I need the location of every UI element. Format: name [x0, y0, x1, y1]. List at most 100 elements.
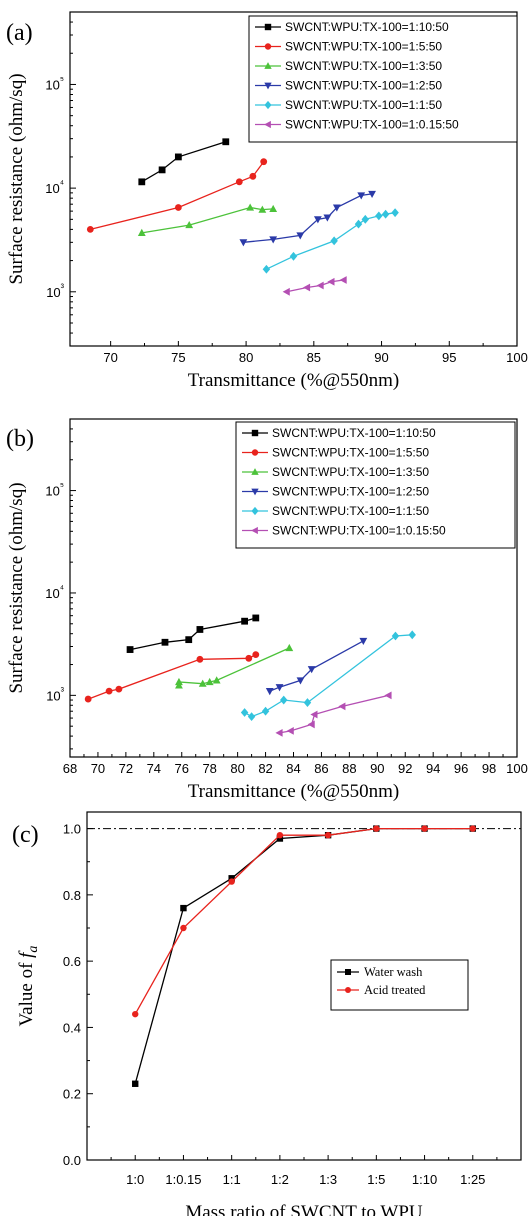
- y-tick-label: 0.4: [63, 1020, 81, 1035]
- data-point: [391, 631, 400, 641]
- data-point: [247, 712, 256, 722]
- x-tick-label: 75: [171, 350, 185, 365]
- x-tick-label: 100: [506, 761, 528, 776]
- data-point: [198, 679, 207, 687]
- data-point: [249, 172, 257, 180]
- data-point: [316, 281, 324, 290]
- x-axis-label: Transmittance (%@550nm): [188, 781, 400, 802]
- y-tick-label: 10⁵: [45, 482, 64, 499]
- legend-entry: SWCNT:WPU:TX-100=1:3:50: [285, 59, 442, 73]
- y-axis-label: Value of fa: [16, 946, 41, 1027]
- data-point: [174, 153, 182, 161]
- data-point: [357, 192, 366, 200]
- legend-entry: SWCNT:WPU:TX-100=1:10:50: [285, 20, 449, 34]
- data-point: [262, 264, 271, 274]
- data-point: [327, 277, 335, 286]
- data-point: [105, 687, 113, 695]
- data-point: [324, 832, 332, 839]
- data-point: [228, 878, 235, 885]
- legend-marker: [264, 120, 271, 129]
- x-axis-label: Mass ratio of SWCNT to WPU: [185, 1202, 423, 1216]
- data-point: [180, 924, 187, 932]
- data-point: [408, 630, 416, 640]
- legend-entry: SWCNT:WPU:TX-100=1:0.15:50: [285, 118, 459, 132]
- data-point: [421, 825, 428, 832]
- data-point: [279, 695, 288, 705]
- data-point: [222, 138, 230, 146]
- legend-marker: [251, 526, 258, 535]
- panel-c-chart: 1:0 1:0.15 1:1 1:2 1:3 1:5 1:10 1:25 0.0 0.2 0.4 0.…: [12, 811, 522, 1216]
- y-tick-label: 10⁴: [45, 179, 64, 196]
- series-line-5: [244, 634, 413, 718]
- series-line-2: [134, 827, 473, 1015]
- legend-box: [248, 15, 518, 143]
- panel-label: (b): [6, 426, 34, 452]
- data-point: [138, 178, 146, 186]
- data-point: [158, 166, 166, 174]
- series-line-1: [134, 827, 473, 1084]
- y-tick-label: 0.6: [63, 954, 81, 969]
- data-point: [185, 221, 194, 229]
- data-point: [310, 710, 318, 719]
- y-tick-label: 0.2: [63, 1087, 81, 1102]
- x-tick-label: 90: [370, 761, 384, 776]
- data-point: [285, 643, 294, 652]
- data-point: [339, 276, 347, 284]
- data-point: [261, 706, 270, 716]
- data-point: [185, 636, 193, 644]
- legend-entry: SWCNT:WPU:TX-100=1:3:50: [272, 465, 429, 479]
- legend-marker: [345, 969, 351, 975]
- data-point: [252, 614, 260, 622]
- x-tick-label: 94: [426, 761, 440, 776]
- data-point: [338, 702, 346, 711]
- data-point: [361, 214, 370, 224]
- x-tick-label: 100: [506, 350, 528, 365]
- x-tick-label: 74: [147, 761, 161, 776]
- x-tick-label: 86: [314, 761, 328, 776]
- data-point: [384, 691, 392, 700]
- data-point: [265, 688, 274, 696]
- data-point: [174, 204, 182, 211]
- y-tick-label: 0.8: [63, 888, 81, 903]
- y-tick-label: 10³: [46, 283, 64, 300]
- legend-entry: SWCNT:WPU:TX-100=1:2:50: [285, 79, 442, 93]
- data-point: [240, 708, 249, 717]
- data-point: [307, 666, 316, 674]
- data-point: [258, 205, 267, 213]
- x-tick-label: 1:3: [319, 1172, 337, 1187]
- data-point: [276, 832, 284, 839]
- x-tick-label: 96: [454, 761, 468, 776]
- data-point: [313, 216, 322, 224]
- data-point: [228, 875, 235, 882]
- data-point: [137, 228, 146, 236]
- y-axis-label: Surface resistance (ohm/sq): [6, 482, 27, 693]
- series-line-1: [129, 617, 256, 651]
- series-line-2: [87, 654, 257, 700]
- legend-marker: [251, 449, 259, 456]
- data-point: [391, 208, 399, 218]
- legend-box: [330, 959, 469, 1011]
- x-axis-label: Transmittance (%@550nm): [188, 370, 400, 391]
- data-point: [245, 654, 253, 662]
- legend: Water wash Acid treated: [330, 959, 469, 1011]
- data-point: [180, 904, 187, 912]
- panel-label: (a): [6, 20, 33, 46]
- series-line-1: [141, 141, 226, 183]
- panel-label: (c): [12, 822, 39, 848]
- data-point: [469, 825, 476, 832]
- legend-marker: [251, 488, 259, 496]
- legend-marker: [264, 82, 272, 90]
- legend-marker: [251, 468, 259, 475]
- data-point: [161, 638, 169, 646]
- legend-entry: SWCNT:WPU:TX-100=1:1:50: [272, 504, 429, 518]
- y-tick-label: 10³: [46, 686, 64, 703]
- data-point: [196, 626, 204, 633]
- data-point: [368, 190, 376, 198]
- data-point: [323, 214, 332, 222]
- x-tick-label: 85: [307, 350, 321, 365]
- x-tick-label: 1:0.15: [165, 1172, 201, 1187]
- x-tick-label: 84: [286, 761, 300, 776]
- legend-marker: [345, 987, 351, 993]
- x-tick-label: 88: [342, 761, 356, 776]
- data-point: [212, 676, 221, 684]
